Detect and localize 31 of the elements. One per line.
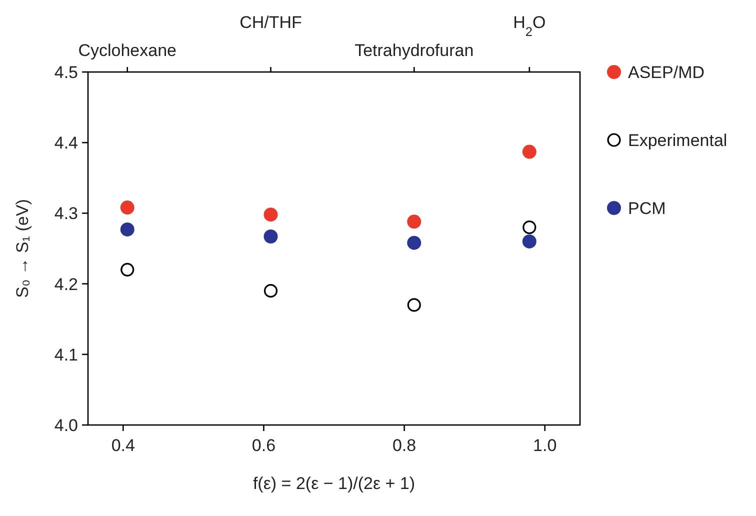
y-tick-label: 4.0 (54, 416, 78, 435)
x-tick-label: 0.4 (111, 436, 135, 455)
point (120, 262, 134, 276)
y-tick-label: 4.4 (54, 134, 78, 153)
point (407, 214, 422, 229)
point (120, 222, 134, 236)
y-tick-label: 4.3 (54, 204, 78, 224)
point (522, 144, 536, 159)
x-tick-label: 1.0 (533, 436, 557, 455)
point (407, 298, 421, 312)
legend-label: PCM (628, 198, 666, 218)
point (407, 236, 422, 250)
legend-label: ASEP/MD (628, 62, 705, 82)
text: H$_{2}$O (513, 13, 546, 38)
point (264, 208, 278, 222)
point (264, 284, 278, 298)
x-tick-label: 0.6 (252, 436, 276, 455)
x-axis-title: f(ε) = 2(ε − 1)/(2ε + 1) (252, 474, 416, 493)
y-tick-label: 4.2 (54, 274, 78, 294)
legend-label: Experimental (628, 130, 728, 150)
x-tick-label: 0.8 (392, 436, 416, 455)
text: CH/THF (240, 13, 302, 32)
point (522, 220, 536, 234)
text: Cyclohexane (78, 41, 176, 60)
point (522, 234, 536, 248)
point (120, 200, 134, 215)
text: Tetrahydrofuran (354, 41, 474, 60)
y-tick-label: 4.1 (54, 345, 78, 364)
y-tick-label: 4.5 (54, 62, 78, 82)
point (264, 230, 278, 244)
y-axis-title: S₀ → S₁ (eV) (13, 199, 32, 298)
